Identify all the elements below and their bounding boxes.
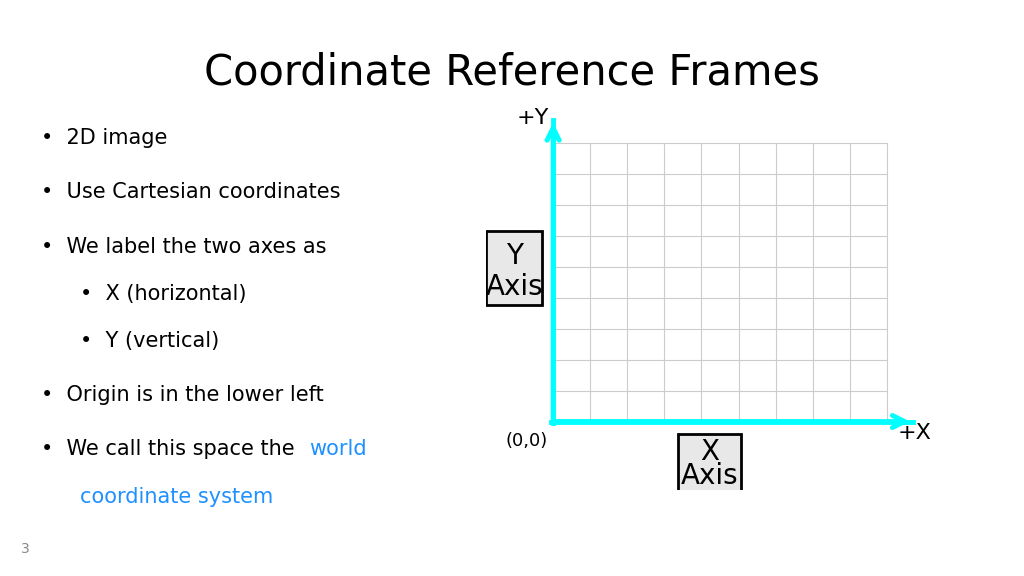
Text: •  Y (vertical): • Y (vertical) xyxy=(80,331,219,351)
Text: coordinate system: coordinate system xyxy=(80,487,273,506)
Bar xyxy=(486,231,542,305)
Text: •  We call this space the: • We call this space the xyxy=(41,439,301,459)
Text: Coordinate Reference Frames: Coordinate Reference Frames xyxy=(204,52,820,94)
Text: X: X xyxy=(700,438,720,467)
Text: (0,0): (0,0) xyxy=(505,433,548,450)
Text: •  Origin is in the lower left: • Origin is in the lower left xyxy=(41,385,324,405)
Bar xyxy=(679,434,741,492)
Text: +Y: +Y xyxy=(516,108,549,128)
Text: +X: +X xyxy=(898,423,932,443)
Text: Axis: Axis xyxy=(681,462,738,490)
Text: world: world xyxy=(309,439,367,459)
Text: •  We label the two axes as: • We label the two axes as xyxy=(41,237,327,256)
Text: •  2D image: • 2D image xyxy=(41,128,167,148)
Text: •  X (horizontal): • X (horizontal) xyxy=(80,284,247,304)
Text: •  Use Cartesian coordinates: • Use Cartesian coordinates xyxy=(41,183,340,202)
Text: 3: 3 xyxy=(20,542,30,556)
Text: Axis: Axis xyxy=(485,273,543,301)
Text: Y: Y xyxy=(506,242,522,270)
